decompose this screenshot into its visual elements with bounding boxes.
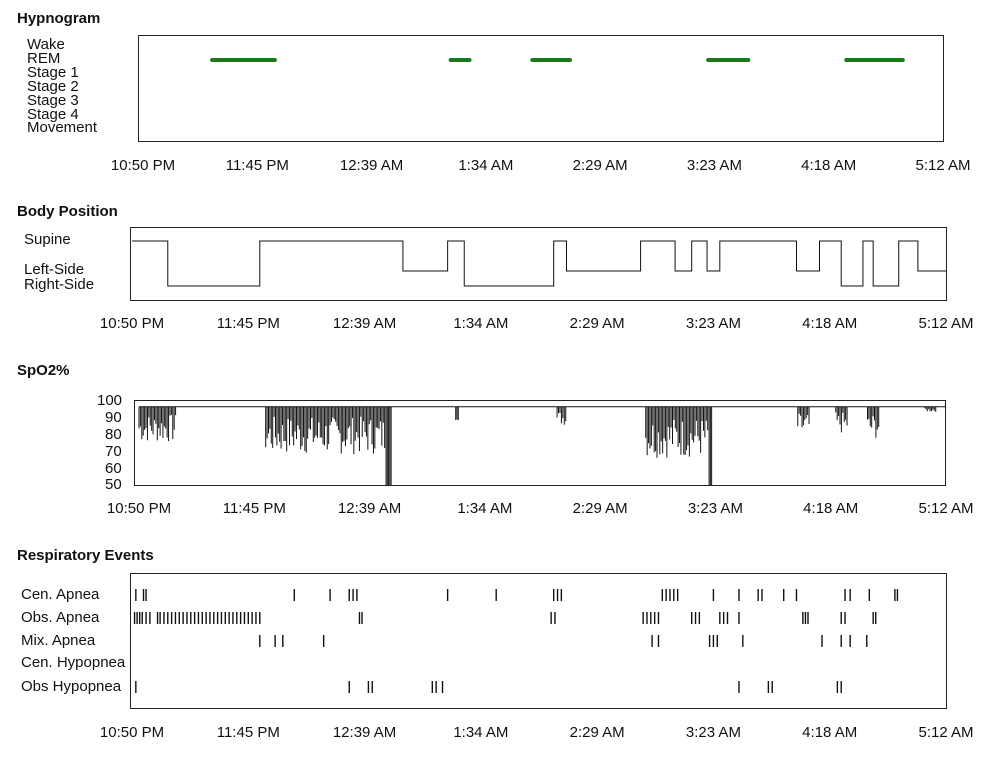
x-tick-label: 11:45 PM — [216, 724, 280, 741]
spo2-title: SpO2% — [17, 362, 70, 379]
x-tick-label: 2:29 AM — [569, 724, 625, 741]
x-tick-label: 3:23 AM — [687, 500, 743, 517]
body-position-title: Body Position — [17, 203, 118, 220]
hyp-label-rem: REM — [27, 50, 61, 67]
x-tick-label: 11:45 PM — [222, 500, 286, 517]
x-tick-label: 5:12 AM — [918, 500, 974, 517]
x-tick-label: 1:34 AM — [457, 500, 513, 517]
spo2-tick-90: 90 — [105, 409, 122, 426]
x-tick-label: 10:50 PM — [106, 500, 172, 517]
spo2-plot — [134, 400, 946, 486]
hyp-label-stage4: Stage 4 — [27, 106, 79, 123]
resp-label-cen-apnea: Cen. Apnea — [21, 586, 100, 603]
pos-label-left: Left-Side — [24, 261, 85, 278]
hyp-label-stage2: Stage 2 — [27, 78, 79, 95]
x-tick-label: 5:12 AM — [915, 157, 971, 174]
x-tick-label: 4:18 AM — [802, 315, 858, 332]
spo2-tick-60: 60 — [105, 460, 122, 477]
x-tick-label: 1:34 AM — [453, 724, 509, 741]
x-tick-label: 12:39 AM — [337, 500, 402, 517]
respiratory-events-title: Respiratory Events — [17, 547, 154, 564]
hyp-label-stage1: Stage 1 — [27, 64, 79, 81]
x-tick-label: 3:23 AM — [686, 157, 742, 174]
resp-label-mix-apnea: Mix. Apnea — [21, 632, 96, 649]
x-tick-label: 11:45 PM — [216, 315, 280, 332]
body-position-plot — [130, 227, 947, 301]
x-tick-label: 5:12 AM — [918, 315, 974, 332]
x-tick-label: 5:12 AM — [918, 724, 974, 741]
hyp-label-wake: Wake — [27, 36, 65, 53]
resp-label-obs-apnea: Obs. Apnea — [21, 609, 100, 626]
hyp-label-movement: Movement — [27, 119, 98, 136]
x-tick-label: 2:29 AM — [572, 157, 628, 174]
x-tick-label: 4:18 AM — [803, 500, 859, 517]
x-tick-label: 2:29 AM — [569, 315, 625, 332]
x-tick-label: 12:39 AM — [339, 157, 404, 174]
spo2-tick-70: 70 — [105, 443, 122, 460]
hypnogram-title: Hypnogram — [17, 10, 101, 27]
resp-label-cen-hypopnea: Cen. Hypopnea — [21, 654, 126, 671]
spo2-tick-50: 50 — [105, 476, 122, 493]
resp-label-obs-hypopnea: Obs Hypopnea — [21, 678, 122, 695]
pos-label-right: Right-Side — [24, 276, 95, 293]
spo2-tick-100: 100 — [97, 392, 123, 409]
x-tick-label: 4:18 AM — [801, 157, 857, 174]
x-tick-label: 12:39 AM — [332, 315, 397, 332]
x-tick-label: 3:23 AM — [685, 315, 741, 332]
x-tick-label: 2:29 AM — [572, 500, 628, 517]
x-tick-label: 10:50 PM — [99, 315, 165, 332]
respiratory-events-plot — [130, 573, 947, 709]
x-tick-label: 11:45 PM — [225, 157, 289, 174]
x-tick-label: 3:23 AM — [685, 724, 741, 741]
x-tick-label: 1:34 AM — [453, 315, 509, 332]
x-tick-label: 1:34 AM — [458, 157, 514, 174]
x-tick-label: 4:18 AM — [802, 724, 858, 741]
spo2-tick-80: 80 — [105, 426, 122, 443]
hypnogram-plot — [138, 35, 944, 142]
x-tick-label: 10:50 PM — [99, 724, 165, 741]
body-position-line — [132, 240, 946, 287]
hyp-label-stage3: Stage 3 — [27, 92, 79, 109]
x-tick-label: 12:39 AM — [332, 724, 397, 741]
x-tick-label: 10:50 PM — [110, 157, 176, 174]
pos-label-supine: Supine — [24, 231, 71, 248]
